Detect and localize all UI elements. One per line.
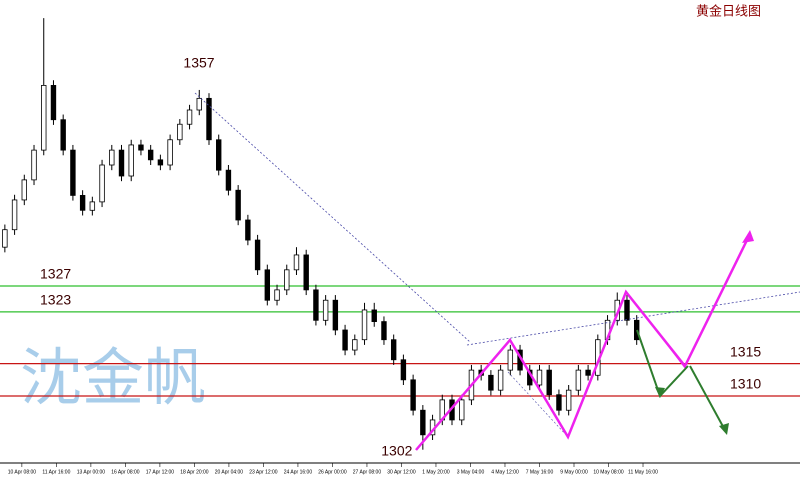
candle-body	[303, 254, 309, 291]
candle-body	[497, 369, 504, 391]
x-tick-label: 26 Apr 00:00	[318, 469, 347, 475]
x-tick-label: 30 Apr 12:00	[387, 469, 416, 475]
candle-body	[109, 149, 115, 166]
candle-body	[167, 139, 173, 166]
candle-body	[89, 201, 96, 211]
x-tick-label: 3 May 04:00	[457, 469, 485, 475]
candle-body	[410, 379, 416, 411]
candle-body	[585, 369, 591, 376]
annotations	[194, 92, 800, 451]
watermark: 沈金帆	[20, 341, 206, 414]
candle-body	[274, 289, 280, 301]
level-label: 1327	[40, 266, 71, 282]
x-tick-label: 9 May 00:00	[560, 469, 588, 475]
projection-path	[689, 365, 727, 433]
candle-body	[293, 254, 300, 271]
candle-body	[322, 299, 329, 321]
levels: 1327 1323 1315 1310	[0, 266, 800, 397]
candle-body	[147, 149, 154, 161]
candle-body	[507, 349, 514, 371]
candle-body	[565, 389, 572, 411]
candle-body	[459, 399, 465, 421]
candle-body	[177, 123, 183, 141]
x-tick-label: 13 Apr 00:00	[77, 469, 106, 475]
projection-path	[415, 233, 752, 451]
candle-body	[31, 149, 37, 181]
candle-body	[264, 269, 271, 301]
x-tick-label: 17 Apr 12:00	[146, 469, 175, 475]
candle-body	[99, 164, 105, 203]
x-tick-label: 11 May 16:00	[628, 469, 658, 475]
candle-body	[118, 149, 125, 177]
candle-body	[546, 369, 552, 396]
candle-body	[2, 229, 8, 248]
candle-body	[70, 149, 76, 196]
candle-body	[21, 179, 28, 201]
candle-body	[50, 85, 57, 121]
x-tick-label: 27 Apr 08:00	[353, 469, 382, 475]
x-tick-label: 16 Apr 08:00	[111, 469, 140, 475]
candle-body	[60, 119, 66, 151]
candle-body	[556, 394, 562, 411]
x-tick-label: 18 Apr 20:00	[180, 469, 209, 475]
arrow-head	[719, 423, 729, 435]
x-tick-label: 7 May 16:00	[526, 469, 554, 475]
candle-body	[488, 374, 494, 391]
candle-body	[313, 289, 319, 321]
candle-body	[138, 144, 144, 151]
candle-body	[361, 309, 368, 341]
x-tick-label: 10 Apr 08:00	[8, 469, 37, 475]
candle-body	[196, 97, 202, 111]
x-tick-label: 24 Apr 16:00	[284, 469, 313, 475]
candle-body	[390, 339, 397, 361]
candle-body	[235, 189, 241, 221]
candle-body	[624, 299, 630, 321]
candle-body	[79, 195, 86, 211]
x-tick-label: 11 Apr 16:00	[42, 469, 70, 475]
candle-body	[342, 329, 348, 351]
x-tick-label: 23 Apr 12:00	[249, 469, 278, 475]
x-tick-label: 20 Apr 04:00	[215, 469, 244, 475]
arrow-head	[742, 230, 754, 243]
projection-path	[629, 295, 686, 369]
candle-body	[206, 97, 212, 141]
candle-body	[536, 369, 543, 386]
candle-body	[575, 369, 582, 391]
level-label: 1310	[730, 376, 761, 392]
candle-body	[245, 219, 251, 241]
trend-line	[466, 291, 800, 346]
chart-title: 黄金日线图	[696, 4, 761, 20]
candle-body	[352, 339, 358, 351]
candle-body	[186, 109, 193, 125]
x-tick-label: 10 May 08:00	[593, 469, 624, 475]
arrow-head	[655, 387, 665, 398]
candle-body	[11, 199, 18, 231]
candle-body	[216, 139, 222, 171]
extreme-label: 1302	[381, 442, 412, 458]
x-tick-label: 1 May 20:00	[422, 469, 450, 475]
x-axis-ticks: 10 Apr 08:00 11 Apr 16:00 13 Apr 00:00 16 A…	[8, 463, 658, 475]
candle-body	[284, 269, 290, 291]
candle-body	[225, 169, 232, 191]
candle-body	[371, 309, 377, 322]
level-label: 1323	[40, 292, 71, 308]
level-label: 1315	[730, 343, 761, 359]
candle-body	[633, 319, 640, 341]
candle-body	[254, 239, 261, 271]
candle-body	[420, 409, 426, 436]
trend-line	[507, 371, 569, 438]
candle-body	[128, 144, 134, 177]
x-tick-label: 4 May 12:00	[491, 469, 519, 475]
candle-body	[400, 359, 407, 381]
candle-body	[157, 159, 164, 166]
candle-body	[41, 85, 47, 151]
extreme-label: 1357	[183, 55, 214, 71]
candle-body	[381, 321, 387, 341]
candle-body	[332, 299, 339, 331]
trend-line	[194, 92, 471, 343]
